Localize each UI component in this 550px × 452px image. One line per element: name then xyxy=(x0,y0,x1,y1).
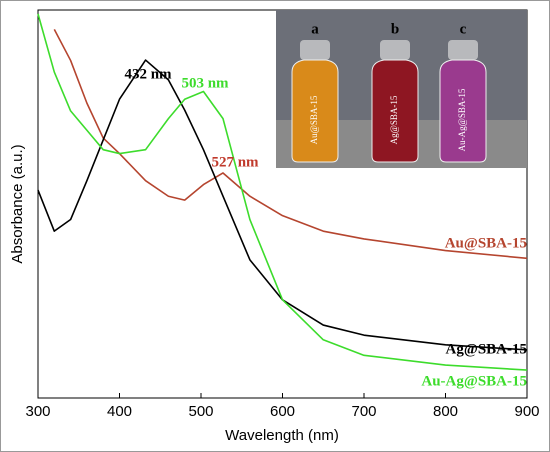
x-tick-label: 900 xyxy=(514,403,539,420)
y-axis-label: Absorbance (a.u.) xyxy=(9,144,26,263)
series-label: Au-Ag@SBA-15 xyxy=(421,373,527,389)
annotation: 527 nm xyxy=(211,154,259,170)
inset-letter: c xyxy=(460,21,467,37)
x-tick-label: 500 xyxy=(188,403,213,420)
x-tick-label: 300 xyxy=(25,403,50,420)
x-tick-label: 600 xyxy=(270,403,295,420)
vial-b xyxy=(371,40,419,163)
series-label: Au@SBA-15 xyxy=(445,235,527,251)
inset-photo xyxy=(276,10,527,168)
annotation: 503 nm xyxy=(181,75,229,91)
inset-letter: a xyxy=(311,21,319,37)
series-line xyxy=(37,13,528,371)
x-tick-label: 700 xyxy=(351,403,376,420)
series-line xyxy=(53,29,528,260)
series-line xyxy=(37,59,528,351)
vial-c xyxy=(439,40,487,163)
x-axis-label: Wavelength (nm) xyxy=(225,427,339,444)
vial-label: Au-Ag@SBA-15 xyxy=(457,88,467,151)
x-tick-label: 800 xyxy=(433,403,458,420)
vial-a xyxy=(291,40,339,163)
annotation: 432 nm xyxy=(124,66,172,82)
vial-label: Ag@SBA-15 xyxy=(389,95,399,144)
x-tick-label: 400 xyxy=(107,403,132,420)
series-label: Ag@SBA-15 xyxy=(446,341,527,357)
vial-label: Au@SBA-15 xyxy=(309,95,319,144)
inset-letter: b xyxy=(391,21,399,37)
